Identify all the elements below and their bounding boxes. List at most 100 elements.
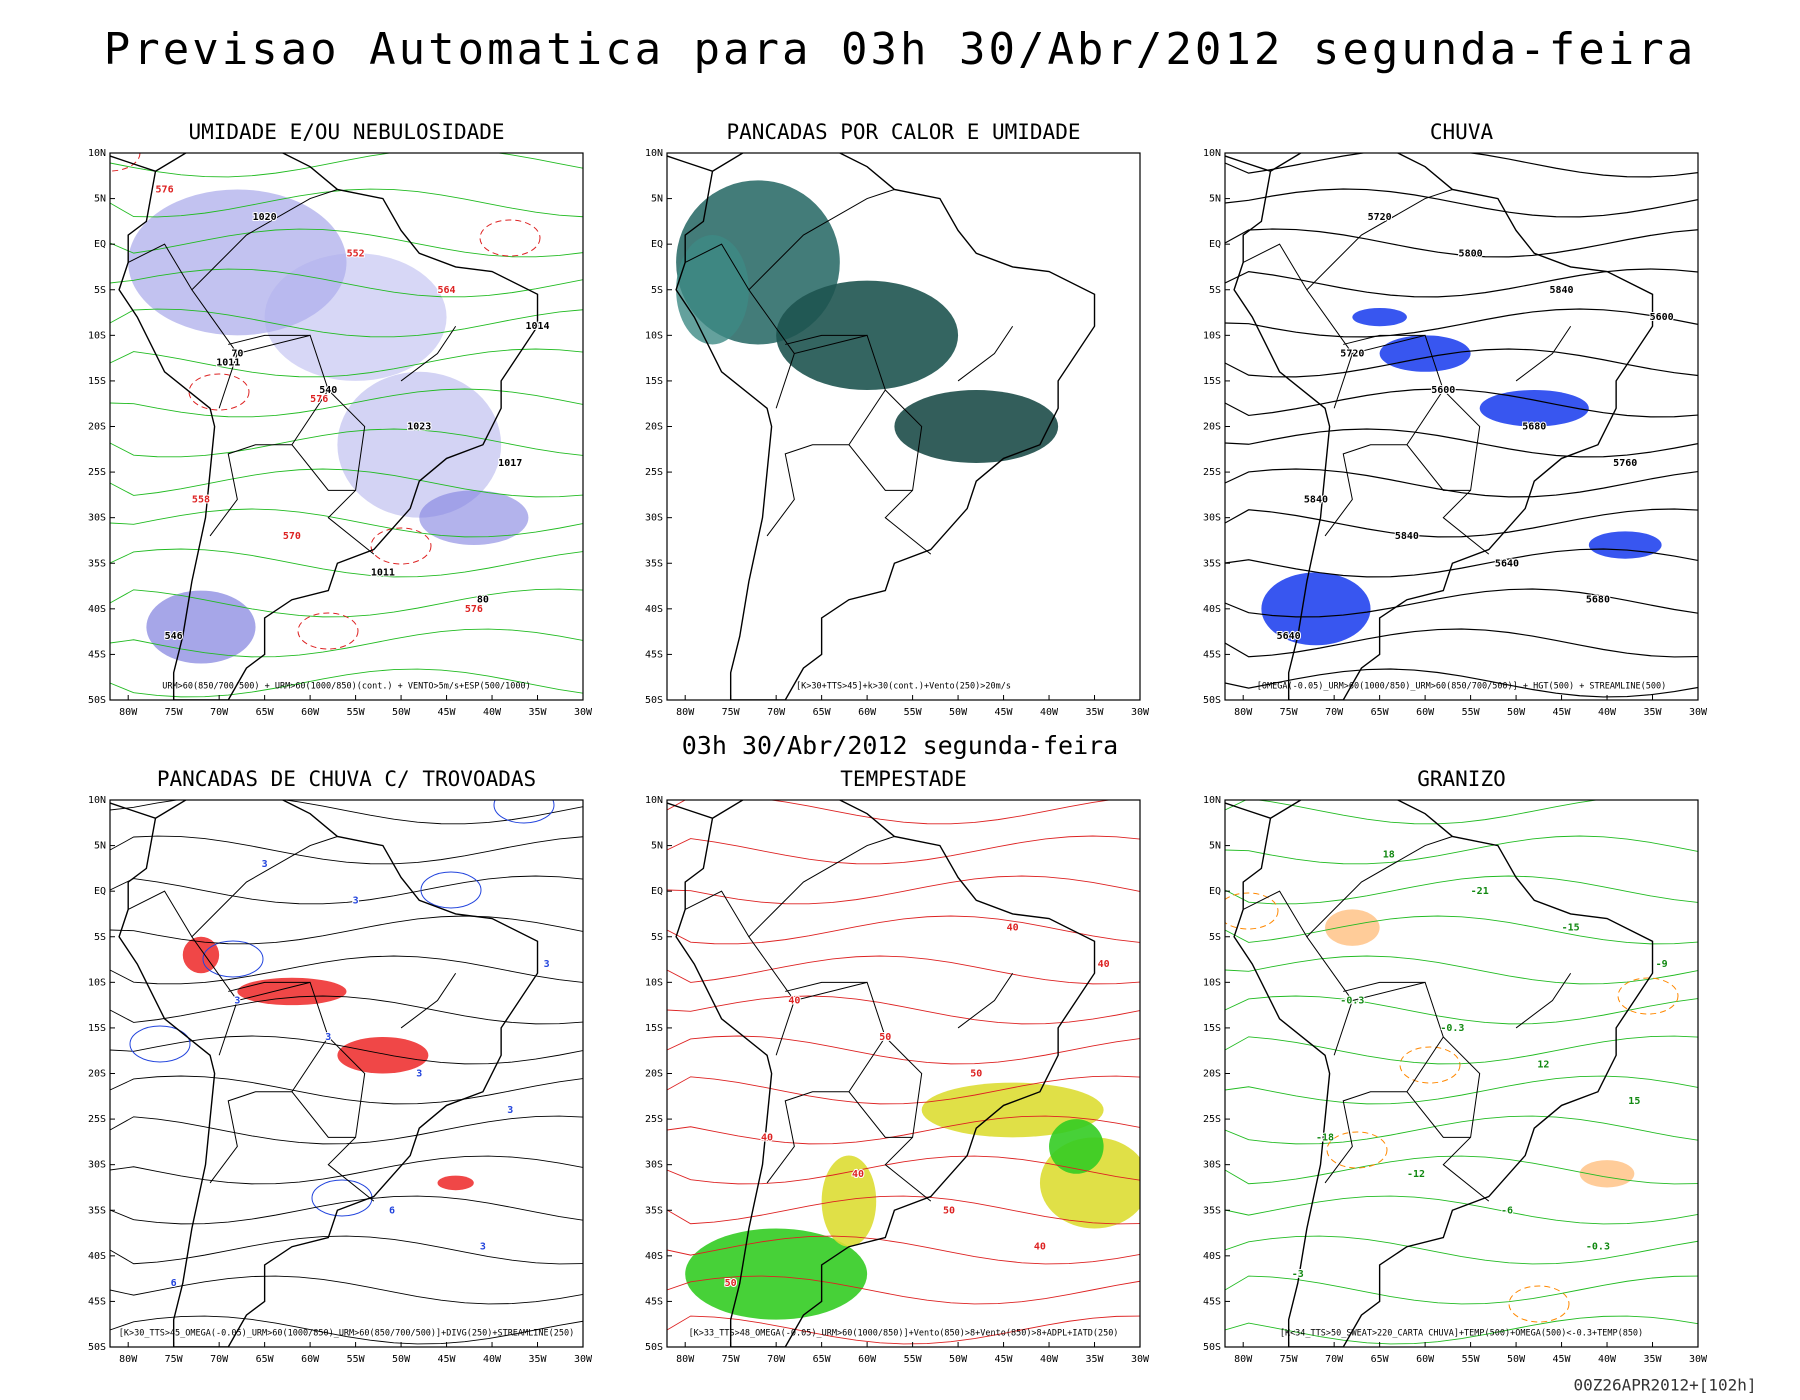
contour-label: 576 (156, 184, 174, 195)
contour-line (110, 995, 583, 1025)
contour-label: 5840 (1395, 531, 1419, 542)
border (1306, 835, 1453, 1001)
page-title: Previsao Automatica para 03h 30/Abr/2012… (104, 24, 1696, 75)
contour-line (1225, 875, 1698, 905)
lat-label: 10N (88, 795, 106, 806)
lat-label: 25S (1203, 467, 1221, 478)
border (228, 334, 311, 345)
contour-line (110, 915, 583, 945)
contour-label: -12 (1407, 1169, 1425, 1180)
caption: [K>33_TTS>48_OMEGA(-0.05)_URM>60(1000/85… (689, 1329, 1119, 1339)
lat-label: 20S (1203, 1069, 1221, 1080)
border (1406, 1091, 1471, 1138)
contour-line (1326, 1131, 1388, 1169)
contour-line (129, 1025, 191, 1063)
contour-label: 5640 (1277, 631, 1301, 642)
lon-label: 30W (574, 1354, 593, 1365)
border (191, 188, 338, 354)
contour-line (110, 800, 583, 825)
shaded-area (1588, 531, 1662, 559)
contour-line (667, 1035, 1140, 1065)
border (684, 243, 750, 291)
contour-label: 40 (788, 996, 800, 1007)
lat-label: 30S (1203, 513, 1221, 524)
border (1324, 389, 1444, 537)
lat-label: 15S (1203, 1023, 1221, 1034)
contour-line (1225, 1195, 1698, 1225)
contour-line (1508, 1285, 1570, 1323)
contour-label: 576 (310, 394, 328, 405)
lat-label: 30S (88, 1160, 106, 1171)
contour-label: 40 (761, 1132, 773, 1143)
shaded-area (419, 490, 529, 546)
lon-label: 45W (995, 1354, 1014, 1365)
lat-label: 5S (1209, 932, 1221, 943)
lat-label: 15S (88, 376, 106, 387)
contour-label: -0.3 (1440, 1023, 1464, 1034)
lon-label: 35W (1643, 1354, 1662, 1365)
lat-label: EQ (94, 886, 106, 897)
contour-label: 5760 (1613, 458, 1637, 469)
lon-label: 45W (995, 707, 1014, 718)
lat-label: 10N (645, 795, 663, 806)
border (848, 1091, 913, 1138)
shaded-area (1579, 1160, 1635, 1188)
contour-label: -3 (1292, 1269, 1304, 1280)
border (1343, 334, 1426, 345)
border (291, 1091, 356, 1138)
lat-label: 20S (1203, 422, 1221, 433)
lat-label: EQ (1209, 239, 1221, 250)
contour-label: 1023 (407, 422, 431, 433)
lat-label: EQ (1209, 886, 1221, 897)
contour-line (1225, 1275, 1698, 1305)
contour-line (110, 1075, 583, 1105)
lon-label: 70W (210, 707, 229, 718)
contour-label: 3 (353, 895, 359, 906)
contour-line (110, 548, 583, 578)
lon-label: 40W (483, 707, 502, 718)
border (209, 1036, 329, 1184)
lat-label: 35S (1203, 558, 1221, 569)
contour-label: 3 (480, 1242, 486, 1253)
lat-label: 5S (651, 285, 663, 296)
contour-line (110, 348, 583, 378)
border (1333, 334, 1490, 555)
border (957, 972, 1014, 1029)
coastline (1225, 153, 1654, 700)
contour-line (667, 915, 1140, 945)
contour-line (1225, 955, 1698, 985)
lat-label: 15S (645, 1023, 663, 1034)
contour-line (1225, 800, 1600, 825)
lon-label: 75W (722, 1354, 741, 1365)
border (1333, 981, 1490, 1202)
caption: [K<34_TTS>50_SWEAT>220_CARTA CHUVA]+TEMP… (1280, 1329, 1643, 1339)
lon-label: 55W (904, 707, 923, 718)
shaded-area (437, 1175, 474, 1191)
lat-label: 40S (645, 604, 663, 615)
lon-label: 80W (1234, 707, 1253, 718)
shaded-area (1049, 1119, 1104, 1174)
lon-label: 40W (483, 1354, 502, 1365)
contour-line (110, 1315, 583, 1345)
shaded-area (1379, 335, 1471, 372)
shaded-area (1325, 909, 1380, 946)
contour-line (1225, 835, 1698, 865)
contour-line (1225, 892, 1279, 930)
lat-label: 5N (651, 194, 663, 205)
lat-label: 20S (88, 422, 106, 433)
contour-line (110, 1275, 583, 1305)
border (127, 890, 193, 938)
contour-line (667, 1115, 1140, 1145)
lat-label: 5S (1209, 285, 1221, 296)
contour-label: 3 (544, 959, 550, 970)
lon-label: 70W (1325, 1354, 1344, 1365)
border (1242, 243, 1308, 291)
contour-line (667, 1195, 1140, 1225)
lat-label: 45S (88, 649, 106, 660)
contour-line (1617, 977, 1679, 1015)
contour-label: 50 (725, 1278, 737, 1289)
border (1324, 1036, 1444, 1184)
lon-label: 45W (1553, 1354, 1572, 1365)
contour-label: 70 (231, 349, 243, 360)
lon-label: 30W (1131, 1354, 1150, 1365)
